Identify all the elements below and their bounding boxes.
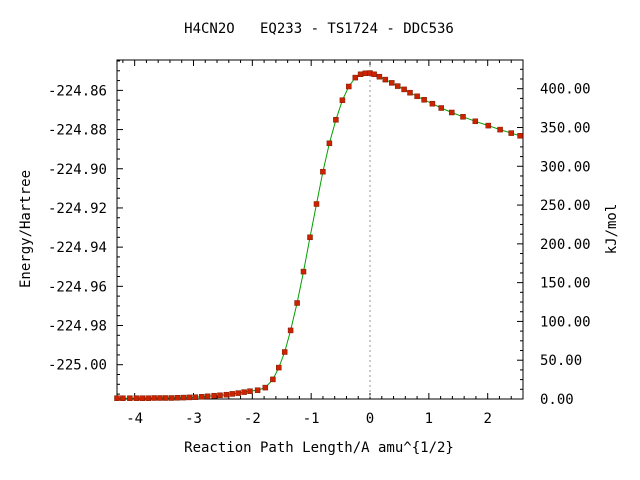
data-point (376, 73, 383, 80)
data-point (472, 118, 479, 125)
data-point (151, 395, 157, 401)
data-point (180, 394, 187, 401)
x-tick-label: -1 (303, 411, 320, 427)
y2-axis-label: kJ/mol (604, 204, 620, 255)
data-point (320, 168, 326, 175)
data-point (133, 395, 140, 401)
y-tick-label: -224.90 (48, 162, 107, 178)
data-point (217, 392, 223, 399)
y-axis-label: Energy/Hartree (18, 170, 34, 288)
y-tick-label: -224.92 (48, 201, 107, 217)
y-tick-label: -224.96 (48, 279, 107, 295)
data-point (174, 395, 181, 401)
data-point (276, 364, 282, 371)
data-point (357, 71, 364, 78)
data-point (139, 395, 146, 401)
data-point (157, 395, 163, 401)
y2-tick-label: 0.00 (540, 392, 574, 408)
data-point (485, 122, 492, 129)
data-point (352, 74, 359, 81)
data-point (401, 86, 407, 93)
data-point (307, 234, 313, 241)
data-point (382, 76, 389, 83)
data-point (114, 395, 120, 401)
y2-tick-label: 200.00 (540, 237, 591, 253)
y2-tick-label: 250.00 (540, 198, 591, 214)
data-point (326, 140, 333, 147)
data-point (497, 126, 503, 133)
y2-tick-label: 350.00 (540, 120, 591, 136)
data-point (262, 384, 269, 391)
data-point (281, 349, 288, 355)
data-point (254, 387, 261, 393)
data-point (313, 201, 320, 207)
data-point (192, 394, 199, 400)
y-axis: -224.86 -224.88 -224.90 -224.92 -224.94 -224.… (48, 60, 123, 395)
data-point (247, 388, 253, 394)
data-point (449, 109, 455, 116)
y-tick-label: -225.00 (48, 358, 107, 374)
x-tick-label: 0 (366, 411, 374, 427)
data-point (120, 395, 126, 401)
data-point (241, 389, 247, 395)
data-point (371, 71, 377, 78)
data-point (517, 133, 523, 139)
data-point (389, 80, 395, 86)
y2-tick-label: 300.00 (540, 159, 591, 175)
data-point (198, 394, 205, 400)
x-axis-label: Reaction Path Length/A amu^{1/2} (184, 440, 454, 456)
x-tick-label: 1 (425, 411, 433, 427)
data-point (394, 83, 401, 89)
data-point (508, 130, 514, 136)
data-point (287, 327, 294, 334)
series-layer (114, 70, 523, 401)
y2-tick-label: 100.00 (540, 314, 591, 330)
data-point (163, 395, 169, 401)
chart-title: H4CN2O EQ233 - TS1724 - DDC536 (184, 21, 454, 37)
x-tick-label: -2 (244, 411, 261, 427)
series-line (117, 72, 521, 399)
y-tick-label: -224.98 (48, 319, 107, 335)
data-point (270, 376, 276, 383)
data-point (407, 89, 413, 96)
data-point (421, 97, 427, 103)
y2-axis: 400.00 350.00 300.00 250.00 200.00 150.00 100.… (517, 68, 591, 408)
x-tick-label: 2 (483, 411, 491, 427)
y2-tick-label: 400.00 (540, 82, 591, 98)
data-point (429, 100, 436, 107)
data-point (346, 83, 352, 90)
data-point (333, 117, 339, 123)
y-tick-label: -224.88 (48, 123, 107, 139)
y2-tick-label: 150.00 (540, 276, 591, 292)
y-tick-label: -224.94 (48, 240, 107, 256)
data-point (211, 392, 217, 399)
data-point (168, 395, 175, 401)
data-point (127, 395, 133, 401)
x-tick-label: -3 (185, 411, 202, 427)
data-point (204, 393, 211, 400)
data-point (235, 390, 241, 396)
data-point (294, 300, 300, 306)
data-point (438, 105, 444, 111)
data-point (414, 93, 420, 100)
data-point (300, 268, 307, 275)
data-point (362, 70, 369, 77)
data-point (145, 395, 151, 401)
y-tick-label: -224.86 (48, 83, 107, 99)
data-point (339, 97, 346, 103)
plot-frame (116, 59, 524, 400)
data-point (186, 394, 193, 401)
data-point (223, 391, 230, 398)
y2-tick-label: 50.00 (540, 353, 582, 369)
data-point (229, 391, 236, 397)
x-tick-label: -4 (126, 411, 143, 427)
data-point (460, 114, 466, 120)
